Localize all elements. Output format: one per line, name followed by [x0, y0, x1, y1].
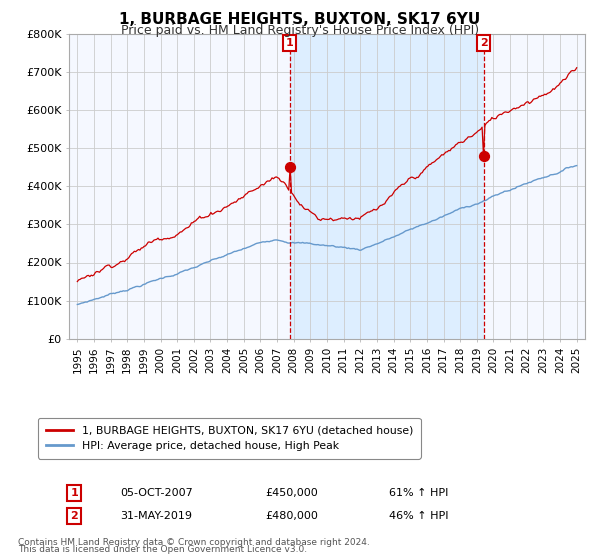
- Point: [479, 151, 488, 160]
- Text: 05-OCT-2007: 05-OCT-2007: [121, 488, 193, 498]
- Text: Price paid vs. HM Land Registry's House Price Index (HPI): Price paid vs. HM Land Registry's House …: [121, 24, 479, 37]
- Point: [285, 162, 295, 171]
- Text: £480,000: £480,000: [265, 511, 318, 521]
- Text: 2: 2: [70, 511, 78, 521]
- Text: This data is licensed under the Open Government Licence v3.0.: This data is licensed under the Open Gov…: [18, 545, 307, 554]
- Text: 1: 1: [286, 38, 293, 48]
- Text: 61% ↑ HPI: 61% ↑ HPI: [389, 488, 448, 498]
- Text: 46% ↑ HPI: 46% ↑ HPI: [389, 511, 448, 521]
- Bar: [290, 34, 484, 339]
- Text: 31-MAY-2019: 31-MAY-2019: [121, 511, 193, 521]
- Text: 1, BURBAGE HEIGHTS, BUXTON, SK17 6YU: 1, BURBAGE HEIGHTS, BUXTON, SK17 6YU: [119, 12, 481, 27]
- Text: 1: 1: [70, 488, 78, 498]
- Text: 2: 2: [480, 38, 488, 48]
- Text: Contains HM Land Registry data © Crown copyright and database right 2024.: Contains HM Land Registry data © Crown c…: [18, 538, 370, 547]
- Text: £450,000: £450,000: [265, 488, 318, 498]
- Legend: 1, BURBAGE HEIGHTS, BUXTON, SK17 6YU (detached house), HPI: Average price, detac: 1, BURBAGE HEIGHTS, BUXTON, SK17 6YU (de…: [38, 418, 421, 459]
